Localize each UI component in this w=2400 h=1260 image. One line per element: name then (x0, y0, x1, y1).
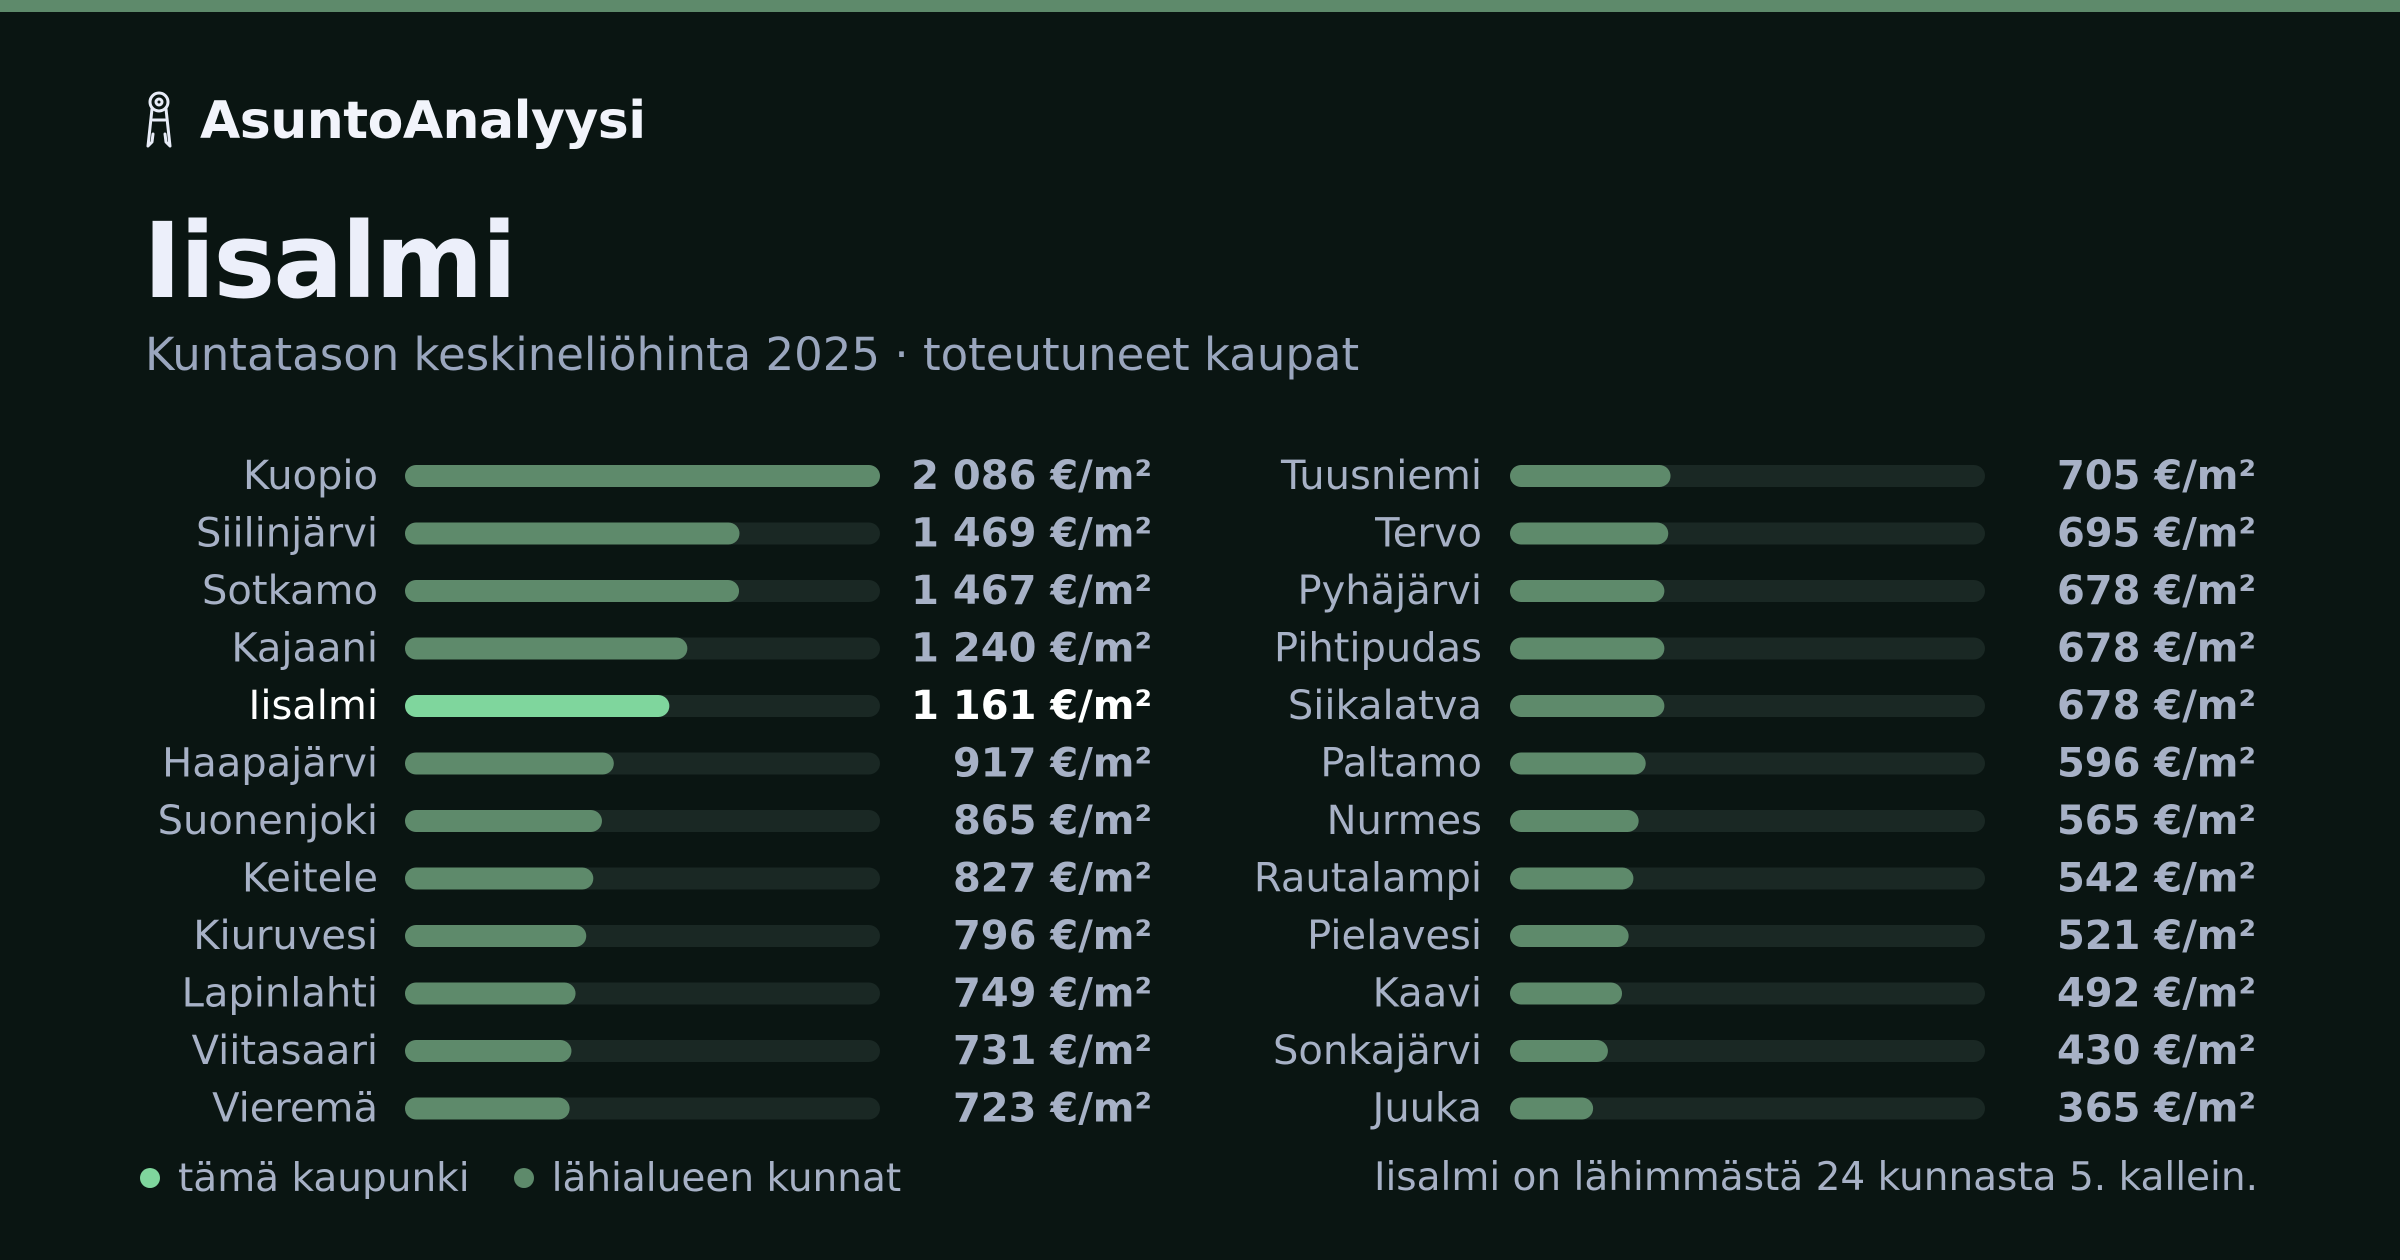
category-label-col0-row7: Keitele (242, 856, 378, 902)
bar-track-col1-row10 (1510, 1040, 1985, 1062)
category-label-col1-row2: Pyhäjärvi (1297, 568, 1482, 614)
category-label-col1-row0: Tuusniemi (1280, 453, 1482, 499)
bar-col1-row3 (1510, 637, 1665, 660)
category-label-col0-row8: Kiuruvesi (193, 913, 378, 959)
bar-col0-row6 (405, 810, 602, 832)
legend-label-this-city: tämä kaupunki (178, 1155, 470, 1201)
category-label-col0-row4: Iisalmi (249, 683, 378, 729)
value-label-col1-row9: 492 €/m² (2057, 971, 2256, 1017)
category-label-col1-row4: Siikalatva (1288, 683, 1482, 729)
bar-col1-row8 (1510, 925, 1629, 947)
category-label-col0-row3: Kajaani (231, 626, 378, 672)
bar-col0-row10 (405, 1040, 572, 1062)
legend-item-nearby: lähialueen kunnat (513, 1155, 902, 1201)
value-label-col1-row3: 678 €/m² (2057, 626, 2256, 672)
value-label-col1-row5: 596 €/m² (2057, 741, 2256, 787)
key-icon (146, 91, 172, 148)
ranking-note: Iisalmi on lähimmästä 24 kunnasta 5. kal… (1373, 1155, 2258, 1200)
category-label-col0-row1: Siilinjärvi (196, 511, 378, 557)
category-label-col1-row9: Kaavi (1373, 971, 1482, 1017)
bar-col1-row7 (1510, 867, 1634, 890)
bar-col1-row11 (1510, 1097, 1594, 1120)
bar-col0-row9 (405, 982, 576, 1005)
page-title: Iisalmi (143, 200, 517, 322)
bar-col0-row7 (405, 867, 594, 890)
value-label-col0-row2: 1 467 €/m² (911, 568, 1152, 614)
bar-col0-row11 (405, 1097, 570, 1120)
value-label-col1-row10: 430 €/m² (2057, 1028, 2256, 1074)
bar-col1-row4 (1510, 695, 1665, 717)
value-label-col1-row11: 365 €/m² (2057, 1086, 2256, 1132)
brand: AsuntoAnalyysi (140, 86, 646, 156)
value-label-col1-row0: 705 €/m² (2057, 453, 2256, 499)
value-label-col0-row1: 1 469 €/m² (911, 511, 1152, 557)
value-label-col1-row1: 695 €/m² (2057, 511, 2256, 557)
bar-col1-row2 (1510, 580, 1665, 602)
bar-col1-row5 (1510, 752, 1646, 775)
category-label-col0-row10: Viitasaari (192, 1028, 378, 1074)
top-accent-bar (0, 0, 2400, 12)
category-label-col0-row2: Sotkamo (202, 568, 378, 614)
price-bar-chart: Kuopio 2 086 €/m² Siilinjärvi 1 469 €/m² Sot… (158, 453, 2256, 1132)
value-label-col0-row4: 1 161 €/m² (911, 683, 1152, 729)
bar-col1-row1 (1510, 522, 1669, 545)
category-label-col0-row11: Vieremä (212, 1086, 378, 1132)
bar-track-col1-row9 (1510, 982, 1985, 1005)
bar-col0-row8 (405, 925, 587, 947)
bar-col0-row5 (405, 752, 614, 775)
value-label-col0-row10: 731 €/m² (953, 1028, 1152, 1074)
category-label-col1-row6: Nurmes (1327, 798, 1482, 844)
category-label-col1-row11: Juuka (1370, 1086, 1482, 1132)
brand-name: AsuntoAnalyysi (200, 91, 646, 151)
category-label-col1-row8: Pielavesi (1307, 913, 1482, 959)
category-label-col0-row6: Suonenjoki (158, 798, 378, 844)
page-subtitle: Kuntatason keskineliöhinta 2025 · toteut… (145, 328, 1360, 381)
value-label-col0-row3: 1 240 €/m² (911, 626, 1152, 672)
legend-dot-this-city (140, 1168, 160, 1188)
value-label-col0-row5: 917 €/m² (953, 741, 1152, 787)
category-label-col0-row5: Haapajärvi (162, 741, 378, 787)
value-label-col1-row4: 678 €/m² (2057, 683, 2256, 729)
bar-col1-row9 (1510, 982, 1623, 1005)
category-label-col0-row0: Kuopio (243, 453, 378, 499)
bar-track-col1-row8 (1510, 925, 1985, 947)
category-label-col0-row9: Lapinlahti (182, 971, 378, 1017)
bar-col1-row10 (1510, 1040, 1608, 1062)
value-label-col0-row6: 865 €/m² (953, 798, 1152, 844)
value-label-col1-row2: 678 €/m² (2057, 568, 2256, 614)
legend: tämä kaupunki lähialueen kunnat (140, 1152, 945, 1204)
value-label-col0-row0: 2 086 €/m² (911, 453, 1152, 499)
category-label-col1-row7: Rautalampi (1254, 856, 1482, 902)
category-label-col1-row1: Tervo (1374, 511, 1482, 557)
value-label-col1-row6: 565 €/m² (2057, 798, 2256, 844)
bar-col0-row0 (405, 465, 880, 487)
value-label-col1-row7: 542 €/m² (2057, 856, 2256, 902)
legend-item-this-city: tämä kaupunki (140, 1156, 470, 1201)
bar-col1-row6 (1510, 810, 1639, 832)
category-label-col1-row3: Pihtipudas (1274, 626, 1482, 672)
bar-col0-row3 (405, 637, 688, 660)
value-label-col0-row8: 796 €/m² (953, 913, 1152, 959)
bar-col1-row0 (1510, 465, 1671, 487)
category-label-col1-row5: Paltamo (1320, 741, 1482, 787)
legend-dot-nearby (513, 1168, 534, 1188)
value-label-col0-row11: 723 €/m² (953, 1086, 1152, 1132)
bar-track-col1-row11 (1510, 1097, 1985, 1120)
value-label-col0-row9: 749 €/m² (953, 971, 1152, 1017)
bar-col0-row1 (405, 522, 740, 545)
value-label-col1-row8: 521 €/m² (2057, 913, 2256, 959)
value-label-col0-row7: 827 €/m² (953, 856, 1152, 902)
legend-label-nearby: lähialueen kunnat (551, 1155, 902, 1201)
category-label-col1-row10: Sonkajärvi (1273, 1028, 1482, 1074)
bar-col0-row4 (405, 695, 670, 717)
bar-col0-row2 (405, 580, 740, 602)
